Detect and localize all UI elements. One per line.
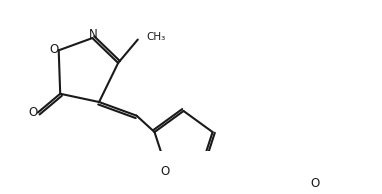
Text: N: N — [89, 28, 98, 41]
Text: O: O — [310, 177, 319, 190]
Text: O: O — [29, 106, 38, 119]
Text: O: O — [49, 43, 58, 56]
Text: O: O — [160, 165, 170, 178]
Text: CH₃: CH₃ — [146, 32, 165, 42]
